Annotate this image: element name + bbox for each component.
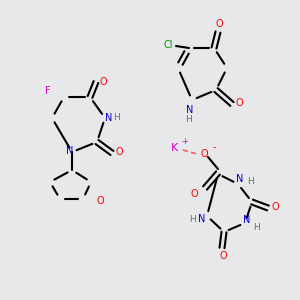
Text: O: O — [99, 77, 107, 87]
Text: O: O — [235, 98, 243, 108]
Text: N: N — [105, 113, 113, 123]
Text: O: O — [115, 147, 123, 157]
Text: N: N — [66, 146, 74, 156]
Text: N: N — [198, 214, 206, 224]
Text: O: O — [215, 19, 223, 29]
Text: N: N — [243, 215, 251, 225]
Text: N: N — [236, 174, 244, 184]
Text: N: N — [186, 105, 194, 115]
Text: O: O — [200, 149, 208, 159]
Text: H: H — [247, 178, 254, 187]
Text: O: O — [190, 189, 198, 199]
Text: H: H — [184, 115, 191, 124]
Text: O: O — [271, 202, 279, 212]
Text: Cl: Cl — [163, 40, 173, 50]
Text: K: K — [171, 143, 178, 153]
Text: -: - — [212, 142, 216, 152]
Text: H: H — [254, 223, 260, 232]
Text: O: O — [96, 196, 104, 206]
Text: F: F — [45, 86, 51, 96]
Text: O: O — [219, 251, 227, 261]
Text: H: H — [190, 215, 196, 224]
Text: +: + — [182, 137, 188, 146]
Text: H: H — [114, 113, 120, 122]
